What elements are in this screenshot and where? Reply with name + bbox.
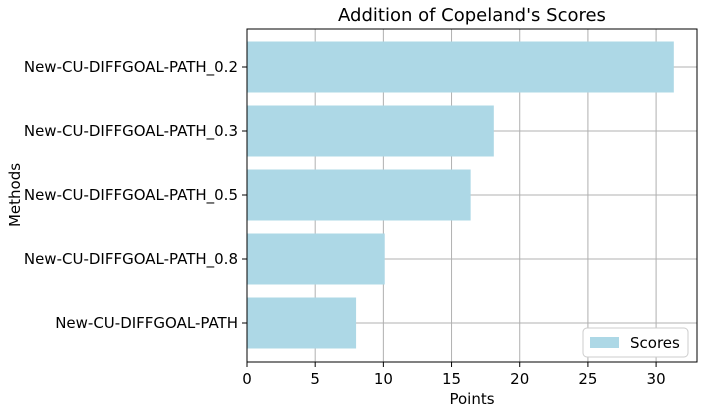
- y-tick-label: New-CU-DIFFGOAL-PATH: [55, 314, 238, 332]
- x-tick-label: 5: [310, 370, 320, 388]
- x-tick-label: 0: [242, 370, 252, 388]
- legend: Scores: [582, 327, 689, 358]
- x-tick-label: 15: [442, 370, 461, 388]
- x-tick-label: 10: [374, 370, 393, 388]
- y-tick-label: New-CU-DIFFGOAL-PATH_0.8: [24, 250, 238, 269]
- bar: [247, 105, 494, 157]
- y-tick-label: New-CU-DIFFGOAL-PATH_0.3: [24, 122, 238, 141]
- y-axis-title: Methods: [6, 163, 24, 227]
- bar: [247, 233, 385, 285]
- bar: [247, 41, 674, 93]
- x-tick-label: 25: [578, 370, 597, 388]
- bar: [247, 169, 471, 221]
- bar: [247, 297, 357, 349]
- y-tick-label: New-CU-DIFFGOAL-PATH_0.5: [24, 186, 238, 205]
- legend-frame: [582, 327, 689, 358]
- legend-swatch: [590, 337, 619, 348]
- x-tick-label: 20: [510, 370, 529, 388]
- chart-title: Addition of Copeland's Scores: [338, 5, 606, 26]
- x-tick-label: 30: [647, 370, 666, 388]
- y-tick-label: New-CU-DIFFGOAL-PATH_0.2: [24, 58, 238, 77]
- legend-label: Scores: [630, 334, 680, 352]
- x-axis-title: Points: [449, 390, 494, 408]
